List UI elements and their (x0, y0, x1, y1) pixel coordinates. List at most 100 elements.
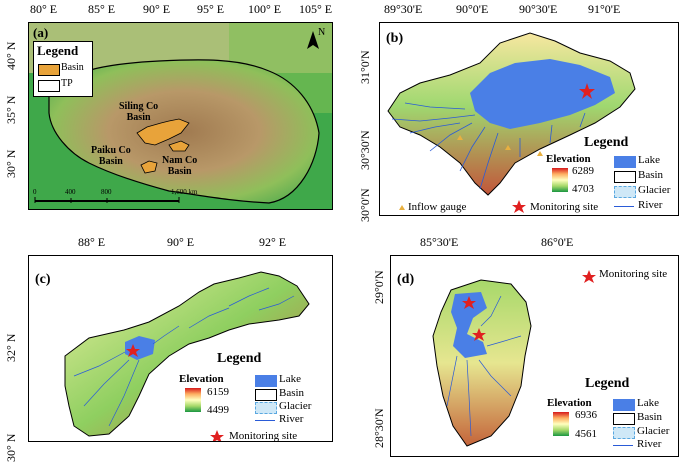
elev-max: 6289 (572, 165, 594, 177)
panel-label: (a) (33, 25, 49, 40)
lat-tick: 28°30'N (372, 408, 386, 448)
lon-tick: 88° E (78, 235, 106, 249)
legend-river-label: River (638, 199, 663, 211)
lake-swatch (614, 156, 636, 168)
panel-b-map: (b) Legend Elevation 6289 4703 Lake Basi… (379, 22, 679, 216)
lat-tick: 29°0'N (372, 270, 386, 304)
lon-tick: 90°0'E (456, 2, 489, 16)
elevation-title: Elevation (546, 153, 591, 165)
legend-glacier-label: Glacier (279, 400, 312, 412)
glacier-swatch (614, 186, 636, 198)
lon-tick: 90°30'E (519, 2, 558, 16)
lon-tick: 85° E (88, 2, 116, 16)
legend-title: Legend (37, 43, 79, 58)
elevation-title: Elevation (179, 373, 224, 385)
monitoring-site-star-icon (582, 270, 596, 283)
scale-tick: 800 (101, 188, 112, 196)
lon-tick: 86°0'E (541, 235, 574, 249)
basin-label-nam: Nam Co Basin (162, 155, 198, 177)
lon-tick: 89°30'E (384, 2, 423, 16)
scale-tick: 1,600 km (171, 188, 198, 196)
legend-title: Legend (585, 376, 630, 391)
lon-tick: 92° E (259, 235, 287, 249)
legend-basin-label: Basin (61, 62, 84, 73)
paiku-co-basin (140, 160, 158, 174)
basin-swatch (613, 413, 635, 425)
elev-max: 6936 (575, 409, 597, 421)
basin-swatch (38, 64, 60, 76)
river-swatch (614, 206, 634, 207)
elevation-title: Elevation (547, 397, 592, 409)
panel-label: (c) (35, 272, 51, 287)
lat-tick: 30° N (4, 433, 18, 462)
legend-monitoring-label: Monitoring site (530, 201, 599, 213)
legend-basin-label: Basin (279, 387, 305, 399)
glacier-swatch (255, 402, 277, 414)
nam-co-basin (168, 140, 190, 152)
elevation-gradient (552, 168, 568, 192)
lat-tick: 30°0'N (358, 188, 372, 222)
legend-river-label: River (637, 438, 662, 450)
siling-co-lake (470, 59, 615, 129)
north-label: N (318, 27, 326, 38)
lat-tick: 32° N (4, 333, 18, 362)
panel-c-terrain (64, 271, 310, 441)
elevation-gradient (553, 412, 569, 436)
panel-d-terrain (432, 270, 596, 447)
legend-title: Legend (217, 351, 262, 366)
lon-tick: 95° E (197, 2, 225, 16)
lat-tick: 31°0'N (358, 50, 372, 84)
lon-tick: 90° E (143, 2, 171, 16)
lat-tick: 40° N (4, 41, 18, 70)
panel-a-legend: Legend Basin TP (33, 41, 93, 97)
basin-label-paiku: Paiku Co Basin (91, 145, 131, 167)
legend-river-label: River (279, 413, 304, 425)
legend-title: Legend (584, 135, 629, 150)
basin-label-siling: Siling Co Basin (119, 101, 159, 123)
legend-basin-label: Basin (637, 411, 663, 423)
legend-lake-label: Lake (638, 154, 660, 166)
legend-lake-label: Lake (637, 397, 659, 409)
scale-tick: 0 (33, 188, 37, 196)
legend-monitoring-label: Monitoring site (599, 268, 668, 280)
river-network (73, 287, 295, 427)
scale-tick: 400 (65, 188, 76, 196)
basin-swatch (614, 171, 636, 183)
north-arrow-icon (307, 31, 319, 49)
river-network (391, 102, 586, 190)
panel-b-terrain (387, 32, 636, 213)
panel-label: (d) (397, 272, 415, 287)
inflow-gauge-icon (537, 151, 543, 156)
inflow-gauge-icon (457, 135, 463, 140)
lon-tick: 105° E (299, 2, 333, 16)
lon-tick: 80° E (30, 2, 58, 16)
river-network (446, 295, 522, 437)
basin-swatch (255, 389, 277, 401)
paiku-co-lake (451, 292, 487, 358)
monitoring-site-star-icon (512, 200, 526, 213)
monitoring-site-star-icon (579, 83, 595, 99)
elev-min: 4561 (575, 428, 597, 440)
lon-tick: 91°0'E (588, 2, 621, 16)
legend-lake-label: Lake (279, 373, 301, 385)
monitoring-site-star-icon (472, 328, 486, 341)
panel-label: (b) (386, 31, 404, 46)
legend-glacier-label: Glacier (638, 184, 671, 196)
elev-max: 6159 (207, 386, 229, 398)
panel-d-map: (d) Monitoring site Legend Elevation 693… (390, 255, 679, 457)
tp-swatch (38, 80, 60, 92)
lon-tick: 85°30'E (420, 235, 459, 249)
elevation-gradient (185, 388, 201, 412)
lat-tick: 35° N (4, 95, 18, 124)
monitoring-site-star-icon (210, 430, 224, 441)
lon-tick: 90° E (167, 235, 195, 249)
legend-tp-label: TP (61, 78, 73, 89)
panel-c-map: (c) Legend Elevation 6159 4499 Lake Basi… (28, 255, 333, 442)
lat-tick: 30°30'N (358, 130, 372, 170)
monitoring-site-star-icon (126, 344, 140, 357)
legend-basin-label: Basin (638, 169, 664, 181)
elev-min: 4703 (572, 183, 594, 195)
tp-boundary (48, 59, 320, 204)
legend-inflow-label: Inflow gauge (408, 201, 467, 213)
lake-swatch (613, 399, 635, 411)
